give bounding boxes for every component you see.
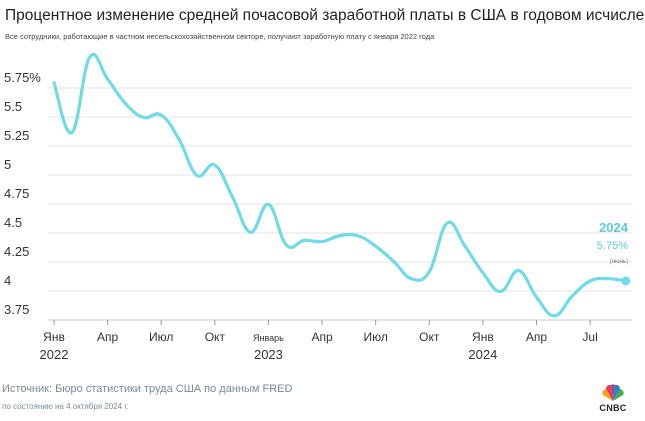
annotation-note: (июнь): [610, 259, 628, 265]
logo-text: CNBC: [599, 403, 627, 413]
y-tick-label: 5.5: [4, 99, 22, 114]
y-tick-label: 5: [4, 157, 11, 172]
y-tick-label: 5.25: [4, 128, 29, 143]
y-tick-label: 4: [4, 273, 11, 288]
x-tick-label: Янв: [43, 330, 65, 344]
x-year-label: 2023: [254, 347, 283, 362]
x-tick-label: Апр: [97, 330, 119, 344]
chart-subtitle: Все сотрудники, работающие в частном нес…: [5, 32, 435, 41]
x-tick-label: Январь: [253, 333, 284, 343]
x-tick-label: Окт: [419, 330, 440, 344]
chart-title: Процентное изменение средней почасовой з…: [5, 7, 645, 24]
y-tick-label: 5.75%: [4, 70, 41, 85]
x-tick-label: Янв: [472, 330, 494, 344]
x-year-label: 2022: [40, 347, 69, 362]
x-tick-label: Июл: [149, 330, 173, 344]
y-tick-label: 4.75: [4, 186, 29, 201]
annotation-value: 5.75%: [597, 240, 628, 252]
end-point-marker: [621, 276, 631, 286]
source-note: Источник: Бюро статистики труда США по д…: [2, 383, 293, 395]
x-tick-label: Апр: [526, 330, 548, 344]
x-tick-label: Апр: [311, 330, 333, 344]
annotation-year: 2024: [599, 220, 629, 235]
x-year-label: 2024: [468, 347, 497, 362]
y-tick-label: 3.75: [4, 302, 29, 317]
peacock-icon: [602, 384, 624, 401]
as-of-date: по состоянию на 4 октября 2024 г.: [2, 402, 129, 411]
x-tick-label: Jul: [582, 330, 597, 344]
series-line: [52, 53, 628, 318]
x-tick-label: Июл: [363, 330, 387, 344]
cnbc-logo: CNBC: [598, 383, 628, 417]
y-tick-label: 4.25: [4, 244, 29, 259]
x-tick-label: Окт: [205, 330, 226, 344]
y-tick-label: 4.5: [4, 215, 22, 230]
